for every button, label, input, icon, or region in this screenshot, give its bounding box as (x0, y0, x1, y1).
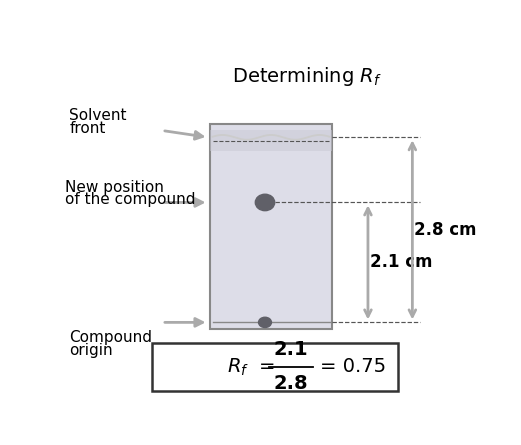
Ellipse shape (258, 317, 271, 328)
Text: $R_f$  =: $R_f$ = (227, 356, 275, 377)
FancyBboxPatch shape (152, 343, 398, 391)
Text: 2.1: 2.1 (274, 340, 308, 360)
Bar (210, 130, 331, 151)
Ellipse shape (255, 194, 275, 210)
Text: = 0.75: = 0.75 (319, 357, 386, 376)
Text: Solvent: Solvent (69, 108, 127, 122)
Text: Determining $R_f$: Determining $R_f$ (232, 65, 382, 89)
Text: 2.1 cm: 2.1 cm (370, 253, 432, 271)
Text: 2.8: 2.8 (274, 374, 308, 393)
Text: of the compound: of the compound (65, 192, 195, 207)
Text: Compound: Compound (69, 330, 152, 345)
Bar (210, 124, 331, 329)
Text: 2.8 cm: 2.8 cm (414, 221, 477, 239)
Text: origin: origin (69, 343, 113, 358)
Text: front: front (69, 121, 106, 136)
Text: New position: New position (65, 179, 164, 194)
